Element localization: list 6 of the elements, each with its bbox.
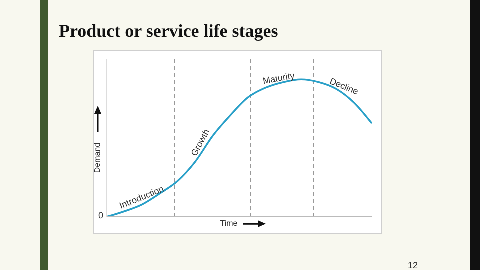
text: 12 [408,260,418,270]
x-axis-title: Time [220,219,238,228]
y-axis-title: Demand [93,142,102,174]
annotation: Maturity [262,70,296,86]
text: 0 [98,210,104,220]
chart-title: Product or service life stages [59,21,278,42]
